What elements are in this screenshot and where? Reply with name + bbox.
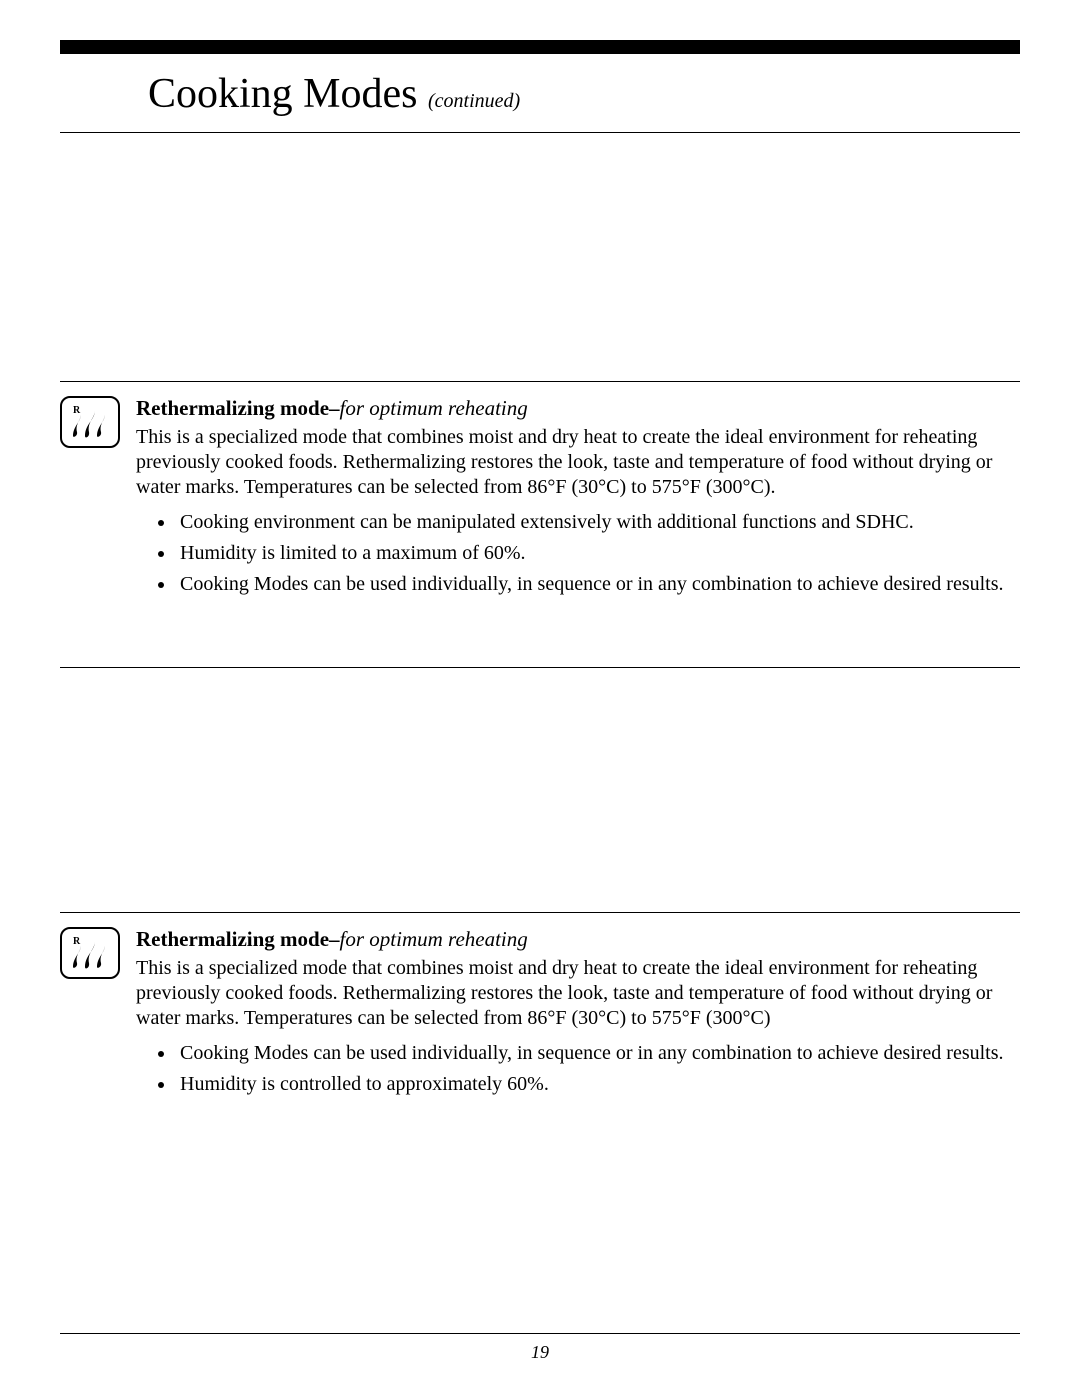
mode-heading: Rethermalizing mode–for optimum reheatin… <box>136 396 1020 421</box>
page-title-continued: (continued) <box>428 90 520 112</box>
mode-bullet-list: Cooking Modes can be used individually, … <box>136 1039 1020 1099</box>
mode-bullet-list: Cooking environment can be manipulated e… <box>136 508 1020 599</box>
mode-bullet: Humidity is controlled to approximately … <box>176 1070 1020 1099</box>
mode-bullet: Cooking Modes can be used individually, … <box>176 1039 1020 1068</box>
rethermalizing-icon: R <box>60 396 120 448</box>
mode-paragraph: This is a specialized mode that combines… <box>136 425 1020 500</box>
mode-heading-bold: Rethermalizing mode <box>136 927 329 951</box>
mode-heading-italic: for optimum reheating <box>340 396 528 420</box>
mode-text-block: Rethermalizing mode–for optimum reheatin… <box>136 927 1020 1101</box>
mode-paragraph: This is a specialized mode that combines… <box>136 956 1020 1031</box>
svg-text:R: R <box>73 936 81 947</box>
mode-bullet: Cooking environment can be manipulated e… <box>176 508 1020 537</box>
page-title-row: Cooking Modes (continued) <box>60 64 1020 133</box>
mode-section: R Rethermalizing mode–for optimum reheat… <box>60 382 1020 601</box>
mode-heading-dash: – <box>329 396 340 420</box>
mode-text-block: Rethermalizing mode–for optimum reheatin… <box>136 396 1020 601</box>
mode-section: R Rethermalizing mode–for optimum reheat… <box>60 913 1020 1101</box>
mode-heading-italic: for optimum reheating <box>340 927 528 951</box>
mode-heading-bold: Rethermalizing mode <box>136 396 329 420</box>
section-divider <box>60 619 1020 668</box>
mode-bullet: Cooking Modes can be used individually, … <box>176 570 1020 599</box>
page-footer: 19 <box>60 1247 1020 1363</box>
svg-text:R: R <box>73 405 81 416</box>
blank-region-2 <box>60 668 1020 913</box>
top-black-bar <box>60 40 1020 54</box>
page-number: 19 <box>60 1333 1020 1363</box>
mode-heading-dash: – <box>329 927 340 951</box>
rethermalizing-icon: R <box>60 927 120 979</box>
page-title: Cooking Modes <box>148 71 418 117</box>
mode-bullet: Humidity is limited to a maximum of 60%. <box>176 539 1020 568</box>
blank-region-1 <box>60 133 1020 382</box>
manual-page: Cooking Modes (continued) R Rethermalizi… <box>0 0 1080 1397</box>
mode-heading: Rethermalizing mode–for optimum reheatin… <box>136 927 1020 952</box>
